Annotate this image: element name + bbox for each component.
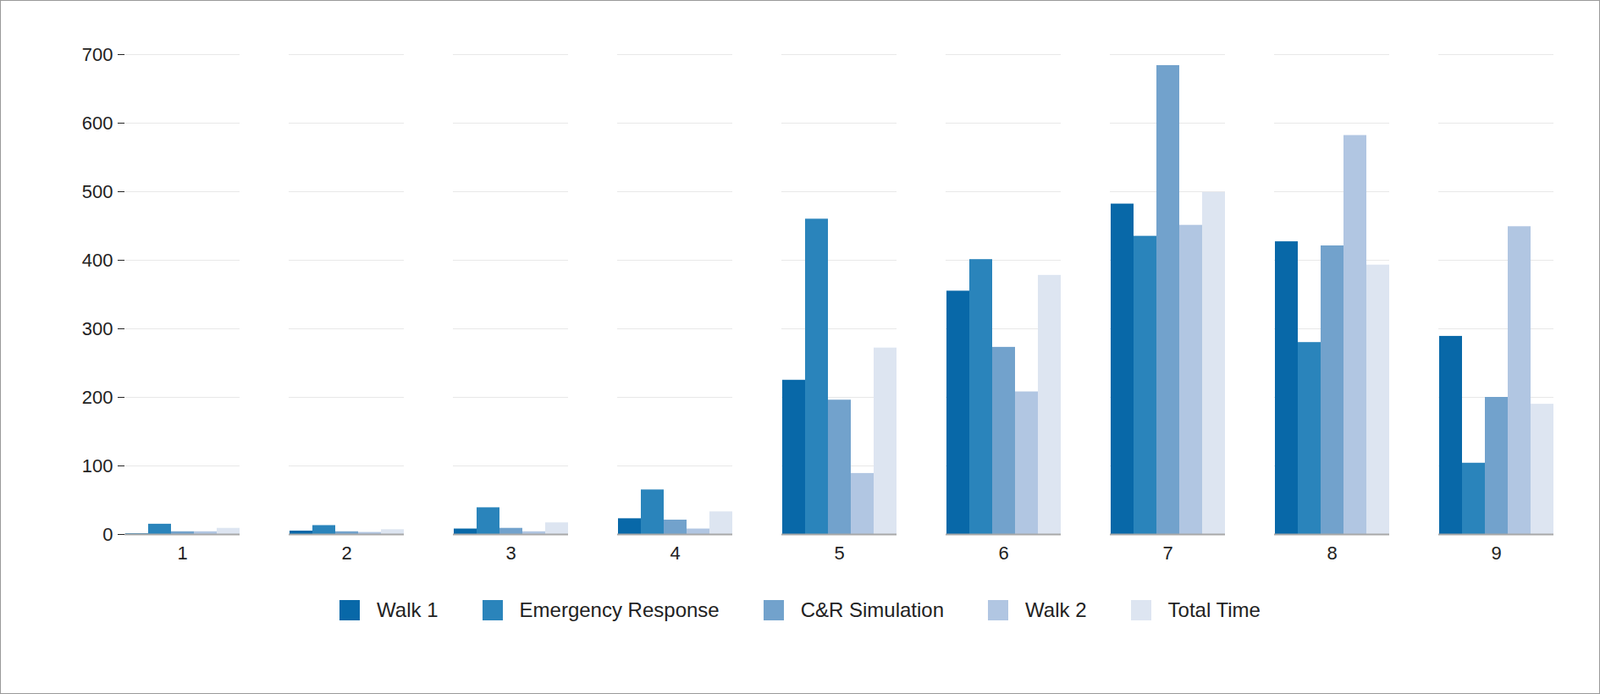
svg-text:9: 9 (1490, 542, 1501, 564)
html-text:Emergency Response: Emergency Response (519, 598, 720, 622)
svg-text:7: 7 (1162, 542, 1173, 564)
html-text:Walk 1: Walk 1 (376, 598, 439, 622)
svg-text:700: 700 (82, 44, 114, 66)
html-text:Walk 2: Walk 2 (1025, 598, 1087, 622)
svg-text:600: 600 (82, 112, 114, 134)
svg-text:300: 300 (82, 318, 114, 340)
svg-text:4: 4 (669, 542, 680, 564)
svg-text:6: 6 (998, 542, 1009, 564)
svg-text:0: 0 (102, 524, 113, 546)
svg-text:5: 5 (833, 542, 845, 564)
html-text:C&R Simulation: C&R Simulation (800, 598, 944, 622)
svg-text:3: 3 (505, 542, 516, 564)
html-text:Total Time: Total Time (1167, 598, 1261, 622)
svg-text:8: 8 (1326, 542, 1337, 564)
svg-text:200: 200 (82, 386, 114, 409)
svg-text:1: 1 (176, 542, 188, 564)
svg-text:2: 2 (341, 542, 352, 564)
svg-text:500: 500 (82, 181, 114, 203)
svg-text:400: 400 (82, 249, 114, 271)
svg-text:100: 100 (82, 455, 114, 477)
